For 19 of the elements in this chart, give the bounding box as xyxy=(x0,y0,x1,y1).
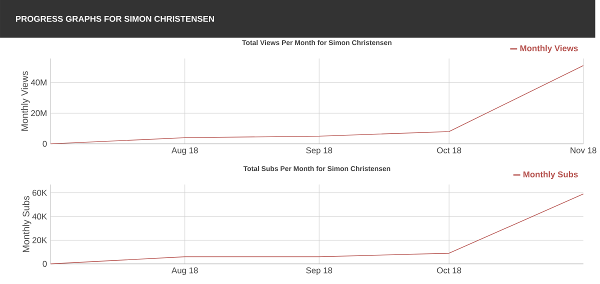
x-tick-label: Sep 18 xyxy=(306,268,332,276)
y-tick-label: 0 xyxy=(42,261,47,267)
y-tick-label: 60K xyxy=(32,190,47,196)
x-tick-label: Oct 18 xyxy=(437,268,462,274)
x-tick-label: Aug 18 xyxy=(172,268,198,276)
y-axis-title: Monthly Subs xyxy=(22,196,32,252)
legend-label: Monthly Views xyxy=(520,45,578,54)
x-tick-label: Oct 18 xyxy=(437,147,462,154)
text: PROGRESS GRAPHS FOR SIMON CHRISTENSEN xyxy=(16,16,214,22)
y-tick-label: 20M xyxy=(31,110,46,116)
x-tick-label: Aug 18 xyxy=(172,147,198,156)
legend-label: Monthly Subs xyxy=(523,171,578,180)
x-tick-label: Sep 18 xyxy=(306,147,332,156)
x-tick-label: Nov 18 xyxy=(570,147,596,154)
y-tick-label: 20K xyxy=(32,237,47,244)
y-axis-title: Monthly Views xyxy=(21,71,30,131)
y-tick-label: 40K xyxy=(32,214,47,220)
y-tick-label: 0 xyxy=(42,141,47,147)
y-tick-label: 40M xyxy=(30,80,46,86)
